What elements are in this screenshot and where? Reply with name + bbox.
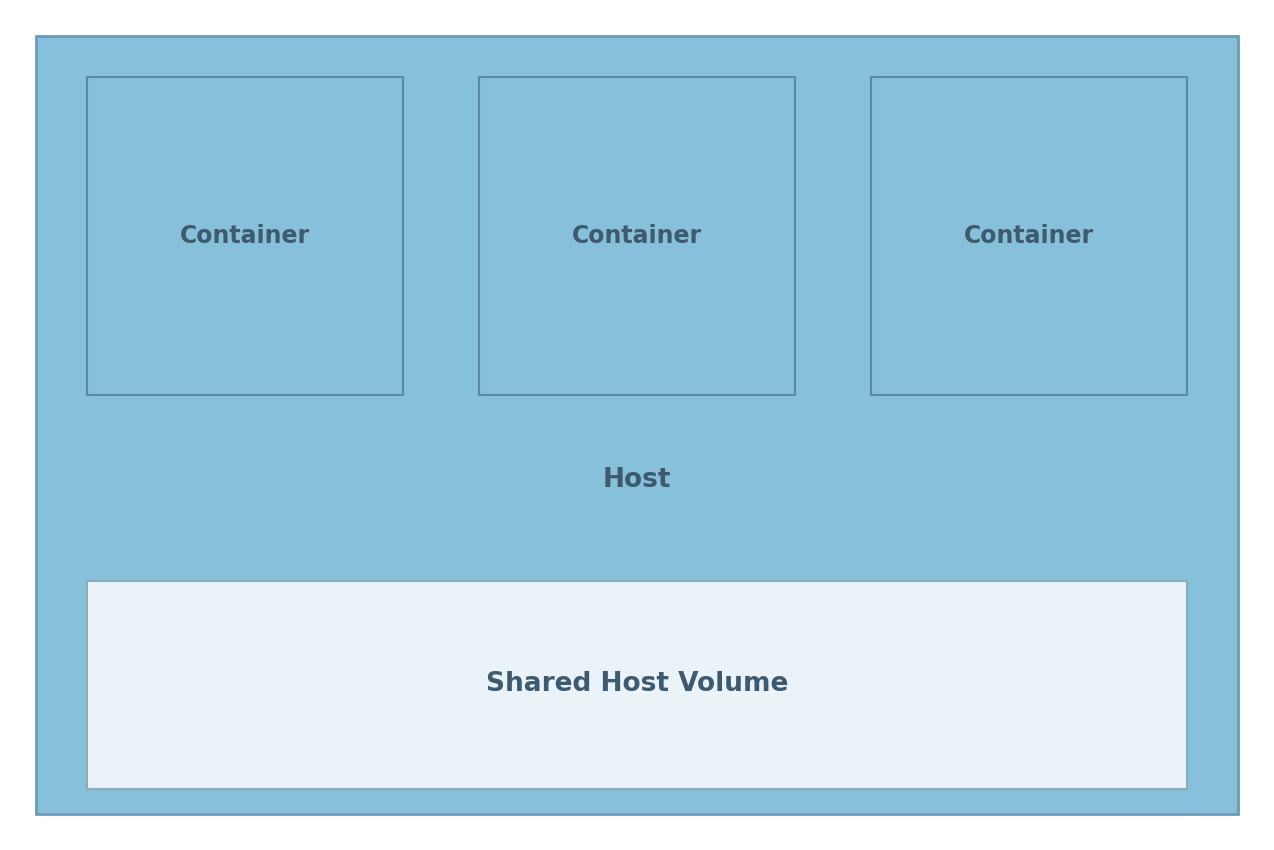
Bar <box>87 581 1187 789</box>
Bar <box>871 76 1187 395</box>
Text: Container: Container <box>180 224 310 248</box>
Text: Container: Container <box>964 224 1094 248</box>
Text: Host: Host <box>603 468 671 493</box>
Bar <box>479 76 795 395</box>
Text: Shared Host Volume: Shared Host Volume <box>485 672 789 697</box>
Text: Container: Container <box>572 224 702 248</box>
Bar <box>87 76 403 395</box>
